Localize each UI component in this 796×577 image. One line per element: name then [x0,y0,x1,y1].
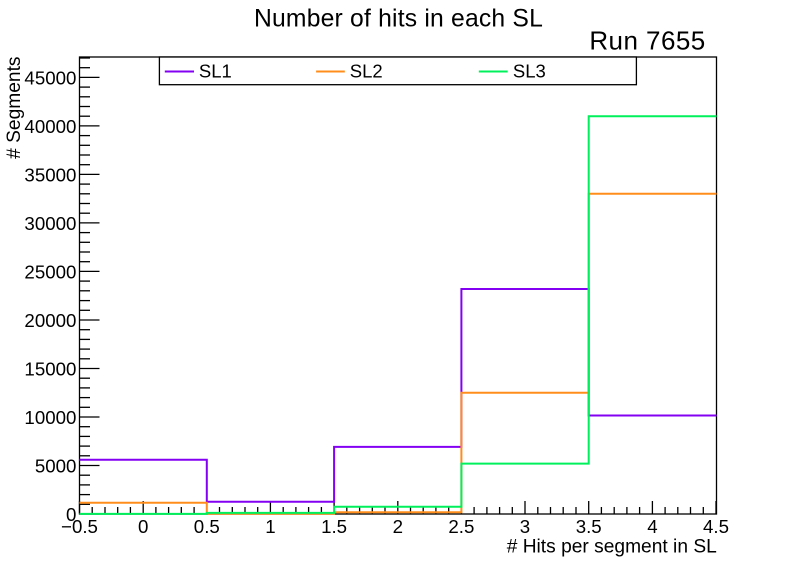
svg-text:2.5: 2.5 [448,516,474,537]
svg-text:0: 0 [138,516,148,537]
svg-text:SL3: SL3 [513,61,546,82]
svg-text:0.5: 0.5 [194,516,220,537]
svg-text:1: 1 [265,516,275,537]
svg-text:4.5: 4.5 [703,516,729,537]
svg-text:30000: 30000 [24,213,76,234]
svg-text:0: 0 [66,504,76,525]
svg-text:# Hits per segment in SL: # Hits per segment in SL [507,537,717,558]
svg-text:−0.5: −0.5 [61,516,98,537]
svg-text:Number of hits in each SL: Number of hits in each SL [254,6,543,33]
svg-text:40000: 40000 [24,116,76,137]
svg-text:15000: 15000 [24,359,76,380]
svg-text:# Segments: # Segments [4,56,25,158]
svg-text:SL2: SL2 [350,61,383,82]
svg-text:10000: 10000 [24,407,76,428]
svg-text:1.5: 1.5 [321,516,347,537]
svg-text:Run 7655: Run 7655 [589,26,705,56]
svg-text:SL1: SL1 [199,61,232,82]
svg-text:35000: 35000 [24,164,76,185]
svg-text:45000: 45000 [24,67,76,88]
svg-text:3: 3 [520,516,530,537]
svg-text:4: 4 [647,516,657,537]
svg-text:2: 2 [393,516,403,537]
svg-text:25000: 25000 [24,261,76,282]
svg-text:5000: 5000 [35,456,77,477]
svg-text:3.5: 3.5 [576,516,602,537]
svg-text:20000: 20000 [24,310,76,331]
